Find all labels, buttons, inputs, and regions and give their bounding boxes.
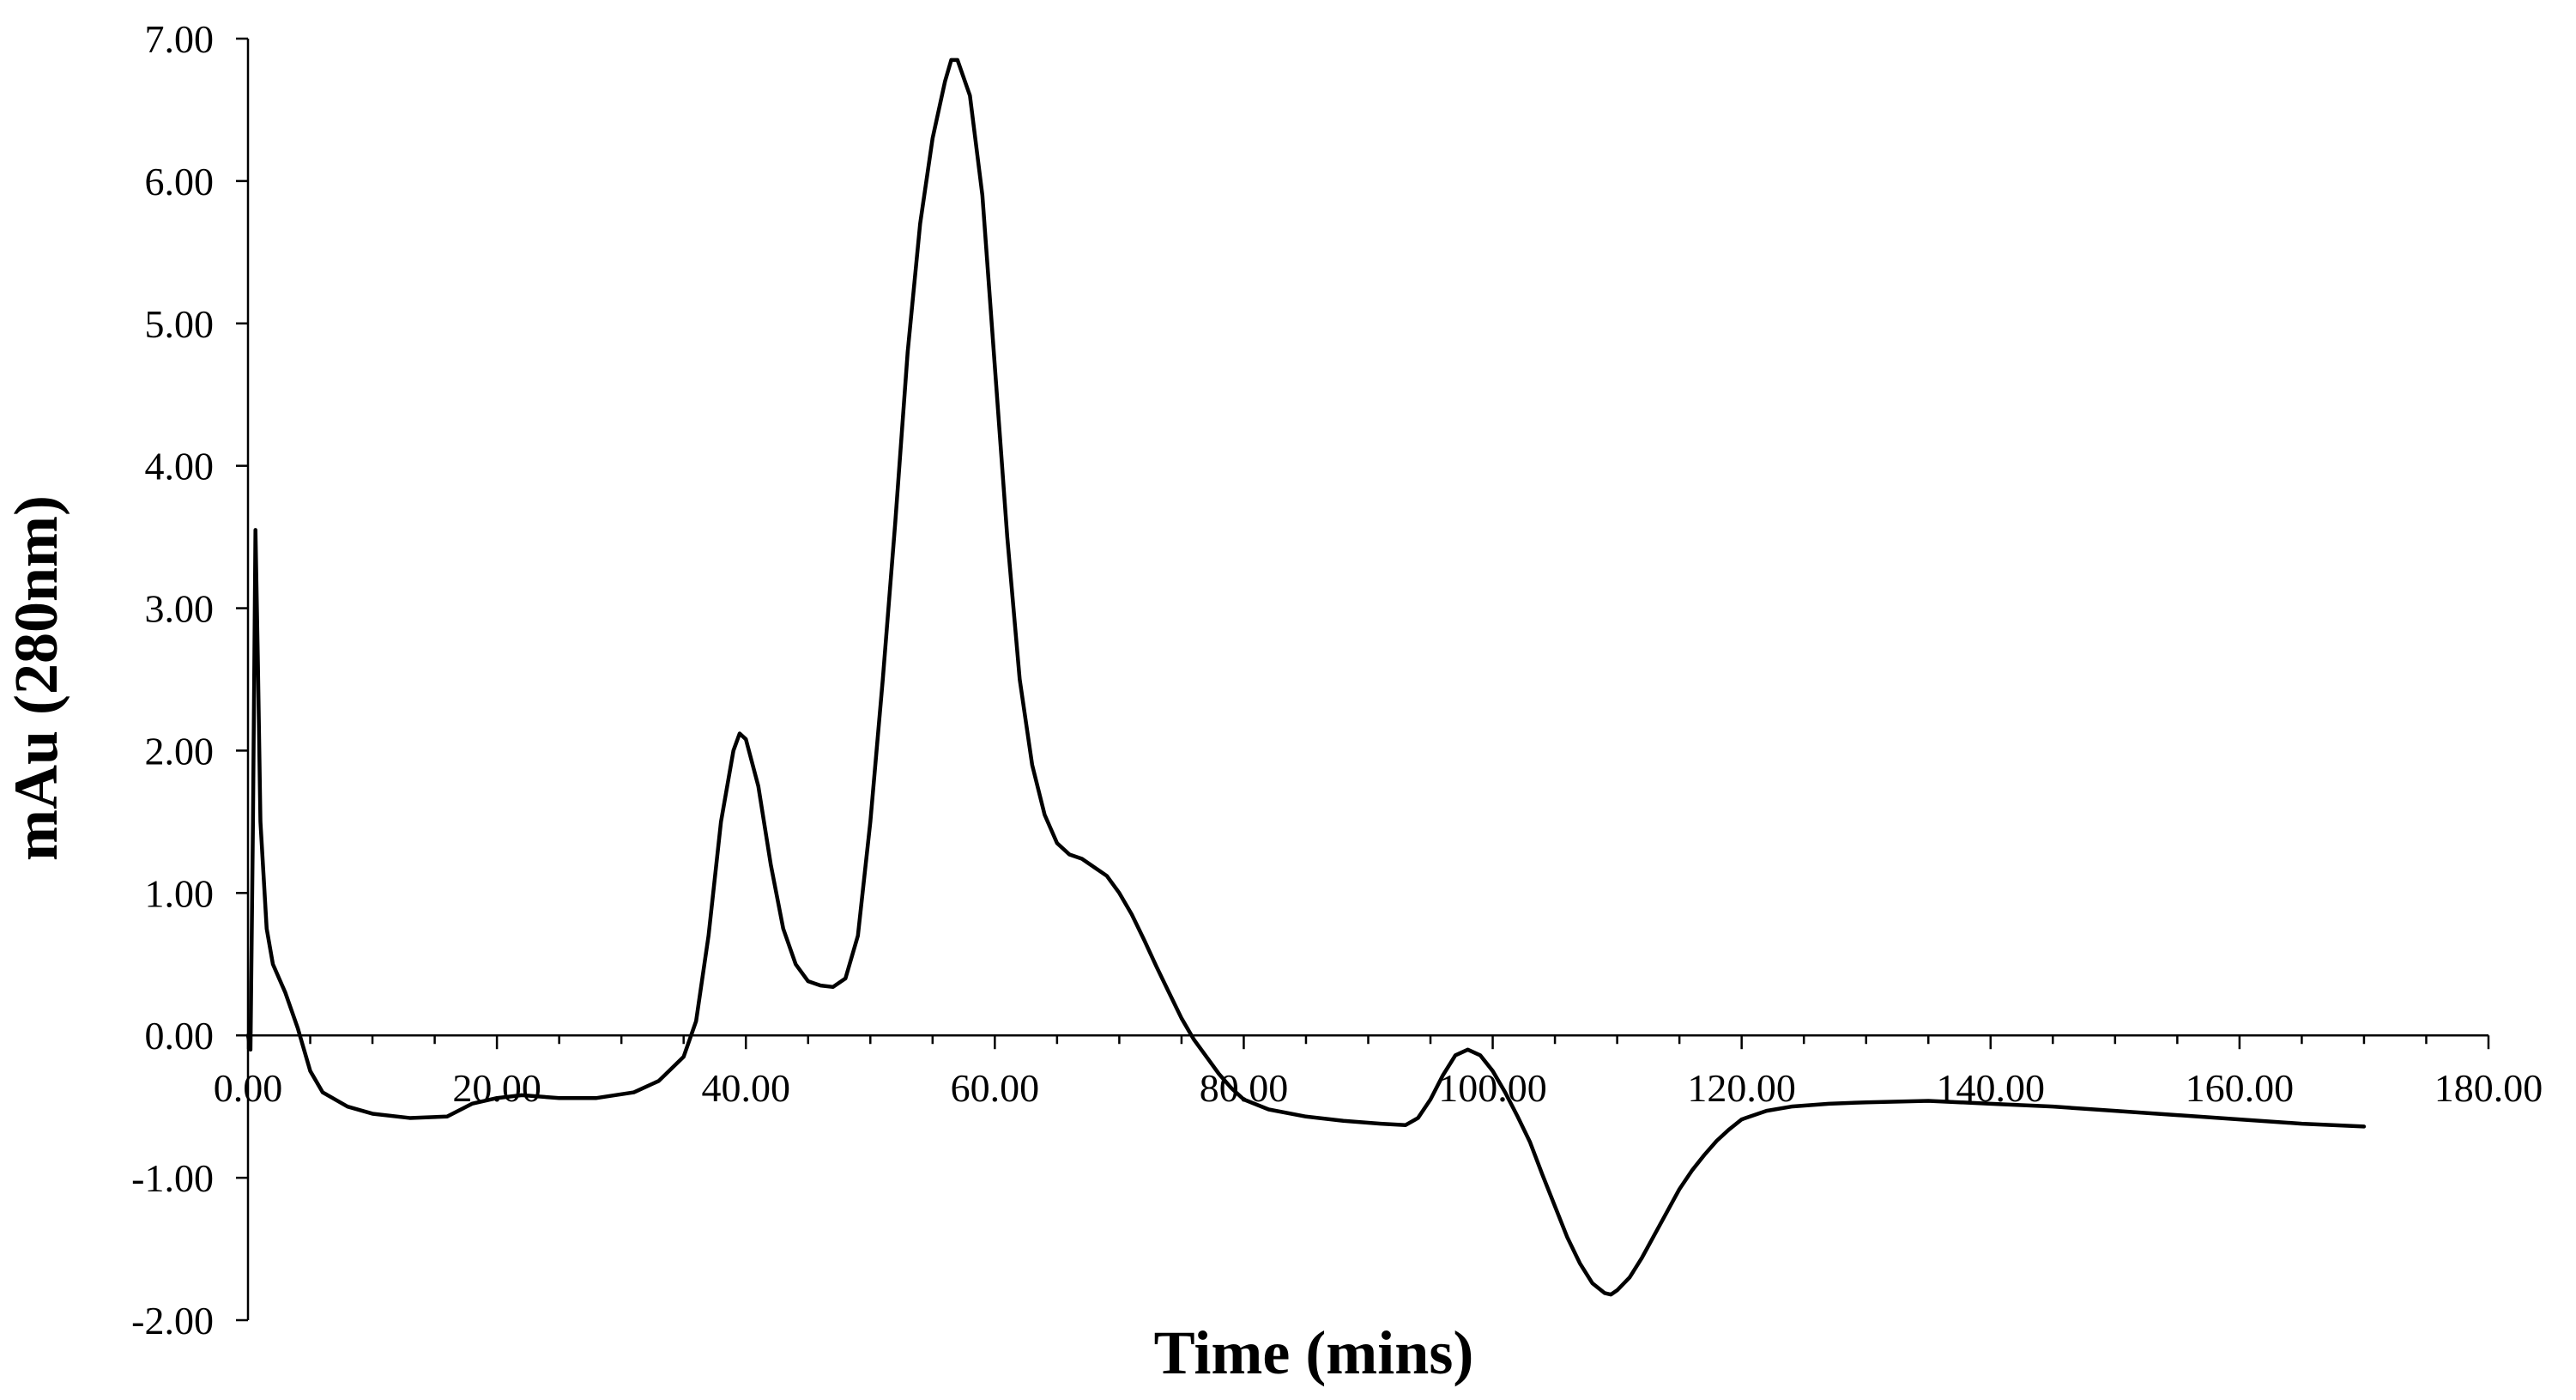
x-tick-label: 80.00 xyxy=(1200,1066,1289,1110)
x-tick-label: 60.00 xyxy=(951,1066,1040,1110)
x-tick-label: 180.00 xyxy=(2434,1066,2543,1110)
x-tick-label: 160.00 xyxy=(2186,1066,2295,1110)
x-tick-label: 40.00 xyxy=(701,1066,790,1110)
x-tick-label: 120.00 xyxy=(1687,1066,1796,1110)
y-tick-label: -1.00 xyxy=(131,1156,214,1200)
y-axis-title: mAu (280nm) xyxy=(2,495,70,861)
y-tick-label: 5.00 xyxy=(145,302,215,346)
y-tick-label: -2.00 xyxy=(131,1299,214,1342)
x-axis-title: Time (mins) xyxy=(1154,1318,1474,1387)
y-tick-label: 1.00 xyxy=(145,871,215,915)
y-tick-label: 7.00 xyxy=(145,17,215,61)
x-ticks: 0.00 20.00 40.00 60.00 80.00 100.00 120.00 140.… xyxy=(214,1035,2543,1110)
x-tick-label: 20.00 xyxy=(452,1066,541,1110)
y-tick-label: 0.00 xyxy=(145,1014,215,1058)
y-tick-label: 6.00 xyxy=(145,160,215,203)
series-layer xyxy=(245,58,2367,1297)
y-tick-label: 4.00 xyxy=(145,445,215,488)
y-tick-label: 2.00 xyxy=(145,729,215,773)
y-ticks: 7.00 6.00 5.00 4.00 3.00 2.00 1.00 0.00 -1.00 -2.… xyxy=(131,17,248,1342)
y-tick-label: 3.00 xyxy=(145,587,215,631)
chromatogram-trace-line xyxy=(245,58,2367,1297)
axes-layer xyxy=(246,39,2488,1320)
x-tick-label: 0.00 xyxy=(214,1066,283,1110)
